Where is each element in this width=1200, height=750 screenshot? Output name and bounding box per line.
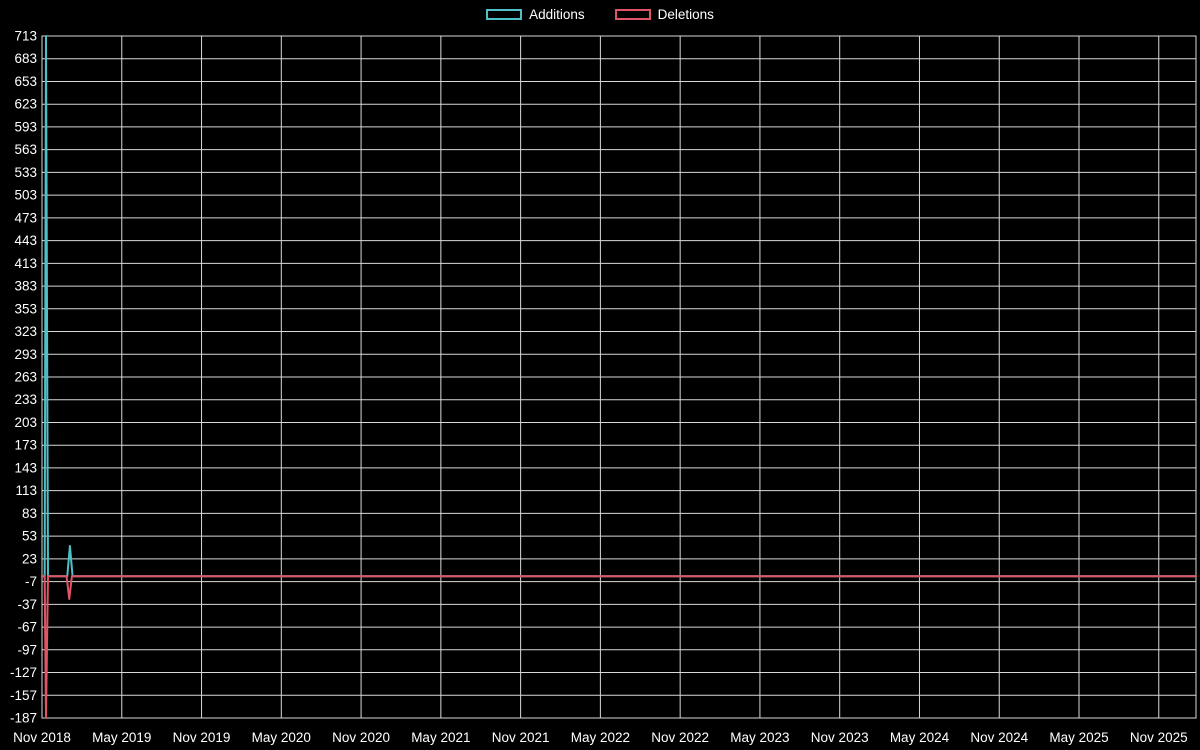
y-axis-tick-label: 653 (14, 74, 37, 89)
y-axis-tick-label: 173 (14, 438, 37, 453)
chart-legend: Additions Deletions (0, 7, 1200, 22)
x-axis-tick-label: Nov 2021 (492, 730, 550, 745)
y-axis-tick-label: -37 (17, 597, 37, 612)
x-axis-tick-label: May 2025 (1049, 730, 1108, 745)
x-axis-tick-label: May 2023 (730, 730, 789, 745)
y-axis-tick-label: 83 (22, 506, 37, 521)
y-axis-tick-label: 473 (14, 210, 37, 225)
additions-line (41, 35, 1197, 578)
x-axis-tick-label: Nov 2018 (13, 730, 71, 745)
x-axis-tick-label: May 2019 (92, 730, 151, 745)
x-axis-tick-label: Nov 2019 (173, 730, 231, 745)
y-axis-tick-label: 323 (14, 324, 37, 339)
deletions-legend-label: Deletions (657, 7, 714, 22)
y-axis-tick-label: 23 (22, 551, 37, 566)
y-axis-tick-label: 713 (14, 29, 37, 44)
deletions-line (41, 575, 1197, 719)
x-axis-tick-label: Nov 2020 (332, 730, 390, 745)
x-axis-tick-label: May 2021 (411, 730, 470, 745)
y-axis-tick-label: 413 (14, 256, 37, 271)
y-axis-tick-label: 143 (14, 460, 37, 475)
additions-legend-label: Additions (529, 7, 585, 22)
y-axis-tick-label: -67 (17, 620, 37, 635)
x-axis-tick-label: May 2022 (571, 730, 630, 745)
y-axis-tick-label: 353 (14, 301, 37, 316)
plot-border (41, 35, 1197, 719)
y-axis-tick-label: 293 (14, 347, 37, 362)
y-axis-tick-label: 623 (14, 97, 37, 112)
x-axis-tick-label: May 2020 (252, 730, 311, 745)
deletions-legend-swatch (614, 9, 651, 20)
y-axis-tick-label: -187 (10, 711, 37, 726)
y-axis-tick-label: 263 (14, 370, 37, 385)
y-axis-tick-label: -7 (25, 574, 37, 589)
additions-legend-swatch (486, 9, 523, 20)
y-axis-tick-label: 593 (14, 119, 37, 134)
y-axis-tick-label: 53 (22, 529, 37, 544)
y-axis-tick-label: -127 (10, 665, 37, 680)
y-axis-tick-label: 203 (14, 415, 37, 430)
y-axis-tick-label: 563 (14, 142, 37, 157)
y-axis-tick-label: 683 (14, 51, 37, 66)
legend-item-deletions[interactable]: Deletions (614, 7, 714, 22)
y-axis-tick-label: -97 (17, 642, 37, 657)
y-axis-tick-label: 533 (14, 165, 37, 180)
y-axis-tick-label: 383 (14, 279, 37, 294)
y-axis-tick-label: 443 (14, 233, 37, 248)
y-axis-tick-label: 113 (15, 483, 37, 498)
x-axis-tick-label: Nov 2025 (1130, 730, 1188, 745)
x-axis-tick-label: Nov 2024 (970, 730, 1028, 745)
x-axis-tick-label: Nov 2023 (811, 730, 869, 745)
y-axis-tick-label: 233 (14, 392, 37, 407)
legend-item-additions[interactable]: Additions (486, 7, 585, 22)
y-axis-tick-label: -157 (10, 688, 37, 703)
y-axis-tick-label: 503 (14, 188, 37, 203)
x-axis-tick-label: May 2024 (890, 730, 950, 745)
x-axis-tick-label: Nov 2022 (651, 730, 709, 745)
